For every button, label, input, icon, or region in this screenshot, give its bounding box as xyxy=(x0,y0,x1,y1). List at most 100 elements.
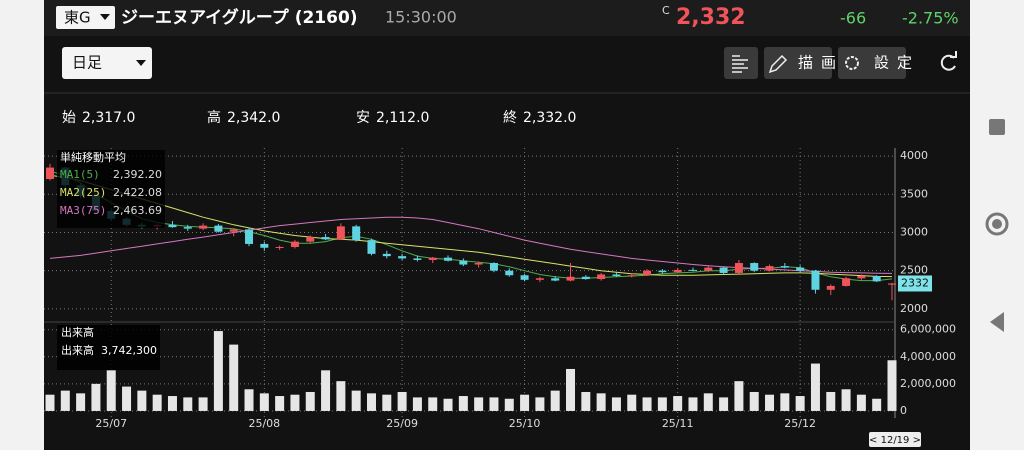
volume-bar xyxy=(520,394,530,411)
candle-body xyxy=(321,237,330,240)
candle-body xyxy=(597,274,606,280)
volume-bar xyxy=(382,394,392,411)
volume-bar xyxy=(76,393,86,411)
candle-body xyxy=(811,270,820,290)
indicator-button[interactable] xyxy=(724,47,758,79)
candle-body xyxy=(382,253,391,257)
volume-bar xyxy=(780,393,790,411)
indicator-icon xyxy=(732,55,748,73)
refresh-arrow xyxy=(950,51,957,58)
volume-bar xyxy=(351,390,361,411)
volume-bar xyxy=(611,397,621,411)
candle-body xyxy=(413,258,422,260)
x-tick-label: 25/12 xyxy=(784,417,816,430)
volume-bar xyxy=(366,393,376,411)
volume-bar xyxy=(872,398,882,411)
stock-name: ジーエヌアイグループ (2160) xyxy=(121,7,358,28)
high: 2,342.0 xyxy=(227,110,280,126)
pencil-icon xyxy=(768,54,788,74)
candle-body xyxy=(857,276,866,279)
left-edge xyxy=(0,0,44,450)
nav-recent[interactable] xyxy=(989,119,1005,135)
candle-body xyxy=(826,285,835,290)
ma-line xyxy=(49,174,893,278)
volume-bar xyxy=(137,390,147,411)
candle-body xyxy=(566,276,575,281)
period: 日足 xyxy=(72,54,102,72)
market-select[interactable] xyxy=(56,6,115,29)
volume-bar xyxy=(275,396,285,411)
volume-bar xyxy=(259,393,269,411)
volume-bar xyxy=(305,391,315,411)
change: -66 xyxy=(840,9,866,28)
y-tick-label: 2500 xyxy=(900,264,928,277)
legend-box xyxy=(57,325,160,370)
volume-bar xyxy=(290,394,300,411)
refresh-icon[interactable] xyxy=(940,54,956,71)
candle-body xyxy=(367,240,376,254)
nav-home[interactable] xyxy=(985,212,1009,236)
candle-body xyxy=(704,267,713,271)
volume-bar xyxy=(749,391,759,411)
candle-body xyxy=(260,243,269,248)
change-pct: -2.75% xyxy=(902,9,959,28)
dropdown-arrow xyxy=(100,14,110,20)
candle-body xyxy=(229,229,238,232)
volume-bar xyxy=(428,397,438,411)
volume-bar xyxy=(581,391,591,411)
legend-name: MA2(25) xyxy=(60,186,106,199)
candle-body xyxy=(290,241,299,247)
candle-body xyxy=(275,246,284,248)
volume-bar xyxy=(841,389,851,411)
volume-bar xyxy=(474,397,484,411)
candle-body xyxy=(398,256,407,259)
draw-button[interactable] xyxy=(764,47,832,79)
volume-bar xyxy=(550,390,560,411)
candle-body xyxy=(765,266,774,271)
candle-body xyxy=(627,275,636,277)
last-price-label: 2332 xyxy=(901,276,929,289)
candle-body xyxy=(199,225,208,229)
volume-bar xyxy=(765,394,775,411)
market: 東G xyxy=(64,9,91,27)
y-tick-label: 4000 xyxy=(900,149,928,162)
candle-body xyxy=(888,283,896,285)
candle-body xyxy=(551,278,560,281)
candle-body xyxy=(520,275,529,280)
volume-bar xyxy=(122,386,132,411)
volume-bar xyxy=(734,381,744,411)
legend-value: 2,422.08 xyxy=(113,186,162,199)
price-flag: C xyxy=(662,4,670,17)
volume-bar xyxy=(596,393,606,411)
settings-button[interactable] xyxy=(838,47,906,79)
candle-body xyxy=(612,274,621,276)
candle-body xyxy=(245,229,254,244)
candle-body xyxy=(581,276,590,280)
open-label: 始 xyxy=(62,110,76,126)
price: 2,332 xyxy=(676,5,746,30)
gear-icon xyxy=(845,56,859,70)
open: 2,317.0 xyxy=(82,110,135,126)
volume-bar xyxy=(244,389,254,411)
volume-bar xyxy=(152,394,162,411)
x-tick-label: 25/08 xyxy=(248,417,280,430)
period-select[interactable] xyxy=(62,47,152,79)
volume-bar xyxy=(810,363,820,411)
candle-body xyxy=(183,227,192,229)
volume-bar xyxy=(642,397,652,411)
low-label: 安 xyxy=(356,110,370,126)
legend-value: 2,392.20 xyxy=(113,168,162,181)
candle-body xyxy=(872,276,881,282)
candle-body xyxy=(505,270,514,276)
nav-back[interactable] xyxy=(990,312,1004,332)
y-tick-label: 2,000,000 xyxy=(900,377,956,390)
volume-legend-name: 出来高 xyxy=(61,343,94,357)
volume-bar xyxy=(489,397,499,411)
volume-bar xyxy=(183,397,193,411)
candle-body xyxy=(46,167,54,180)
candle-body xyxy=(459,260,468,265)
legend-title: 単純移動平均 xyxy=(60,150,126,164)
volume-bar xyxy=(412,397,422,411)
candle-body xyxy=(214,225,223,232)
